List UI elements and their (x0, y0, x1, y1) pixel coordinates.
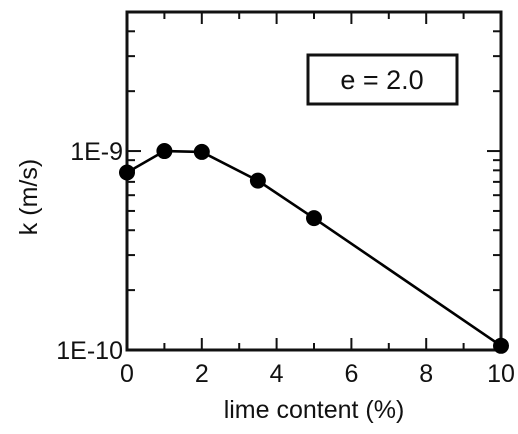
data-point (306, 210, 322, 227)
y-axis-title: k (m/s) (15, 159, 43, 235)
x-tick-label: 2 (195, 360, 209, 388)
data-point (193, 143, 210, 160)
data-point (156, 143, 173, 160)
annotation-box: e = 2.0 (306, 53, 459, 106)
data-point (119, 164, 135, 181)
x-tick-label: 8 (419, 360, 433, 388)
y-axis-ticks: 1E-9 1E-10 (56, 11, 501, 365)
data-point (249, 172, 266, 189)
annotation-text: e = 2.0 (340, 65, 423, 95)
x-tick-label: 6 (344, 360, 358, 388)
series-line (126, 149, 502, 347)
y-tick-label: 1E-10 (56, 337, 123, 365)
x-tick-label: 4 (270, 360, 284, 388)
series-layer (119, 143, 509, 354)
y-tick-label: 1E-9 (70, 138, 123, 166)
x-axis-title: lime content (%) (224, 396, 405, 424)
annotation-frame (306, 53, 459, 106)
x-tick-label: 0 (120, 360, 134, 388)
data-point (493, 337, 509, 354)
x-axis-ticks: 0 2 4 6 8 10 (120, 12, 515, 388)
x-tick-label: 10 (487, 360, 515, 388)
